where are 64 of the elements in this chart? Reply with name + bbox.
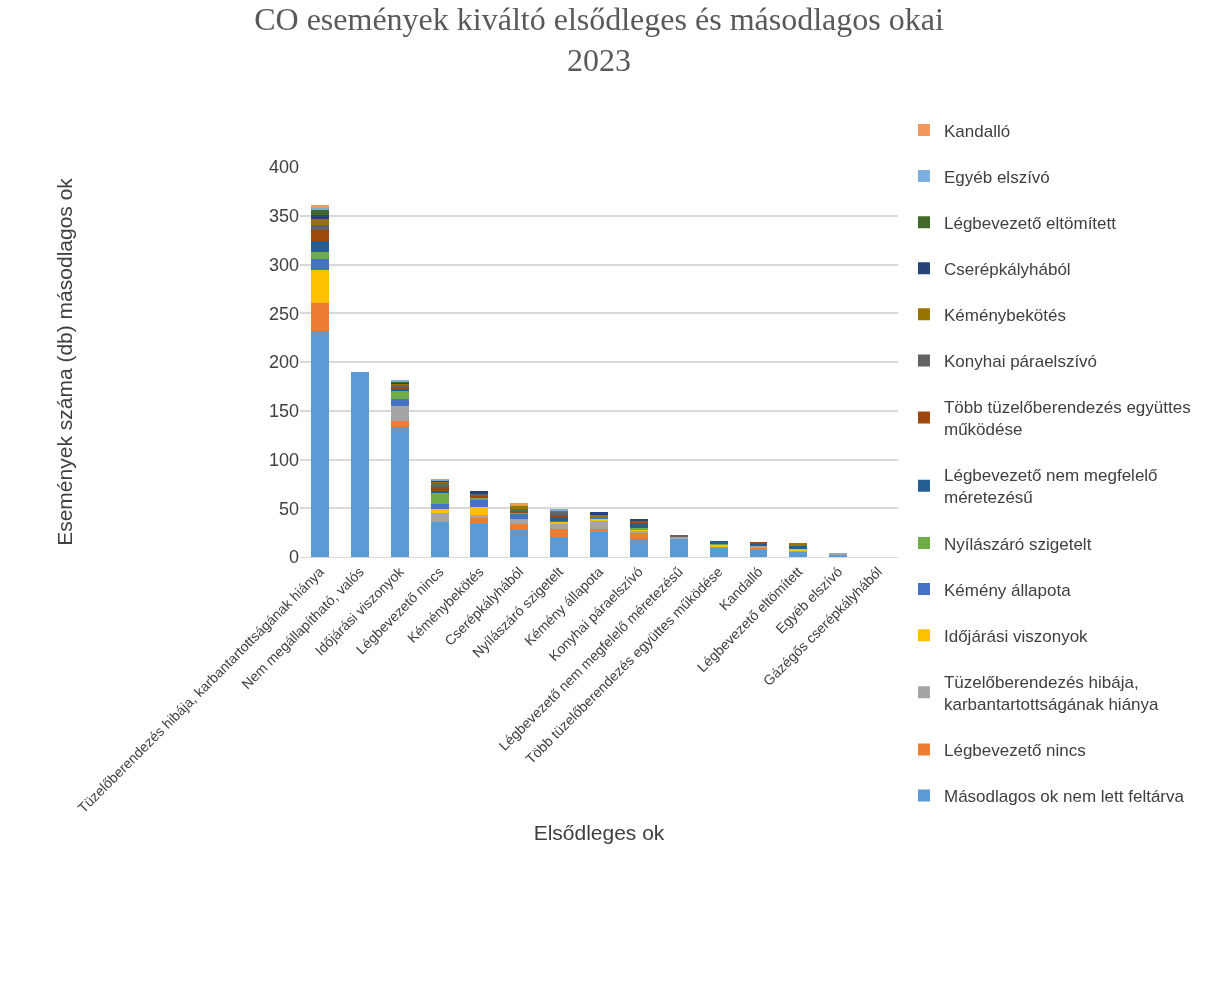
bar [470, 507, 489, 516]
legend-label: Több tüzelőberendezés együttes működése [943, 398, 1191, 440]
legend-label: Másodlagos ok nem lett feltárva [943, 787, 1185, 807]
bar [789, 543, 808, 546]
bar [590, 531, 608, 557]
bar [430, 486, 449, 491]
bar [310, 302, 329, 331]
bar [310, 270, 329, 303]
bar [550, 536, 569, 557]
bar [430, 513, 449, 522]
bar [669, 539, 688, 557]
bar [310, 258, 329, 271]
bar [430, 521, 449, 557]
bar [310, 209, 329, 215]
bar [629, 523, 648, 528]
bar [390, 399, 409, 406]
bar [470, 499, 489, 508]
chart-title: CO események kiváltó elsődleges és másodlagos okai 2023 [254, 0, 944, 79]
legend-label: Cserépkályhából [943, 259, 1071, 279]
bar [310, 218, 329, 225]
y-tick-label: 50 [278, 498, 299, 519]
bar [350, 371, 369, 557]
legend-label: Kandalló [943, 121, 1011, 141]
bar [390, 421, 409, 428]
bar [310, 330, 329, 557]
y-tick-label: 300 [268, 254, 299, 275]
bar [390, 390, 409, 400]
y-tick-label: 0 [288, 547, 299, 568]
y-tick-label: 400 [268, 157, 299, 178]
bar [510, 518, 529, 524]
x-axis-title: Elsődleges ok [533, 821, 665, 845]
bar [430, 509, 449, 514]
legend-label: Kéménybekötés [943, 305, 1066, 325]
y-tick-label: 150 [268, 401, 299, 422]
bar [550, 528, 569, 537]
y-axis-title: Események száma (db) másodlagos ok [53, 177, 77, 546]
bar [510, 529, 529, 557]
bar [550, 523, 569, 529]
bar [310, 214, 329, 219]
y-tick-label: 350 [268, 206, 299, 227]
bar [310, 251, 329, 259]
legend-label: Egyéb elszívó [943, 167, 1050, 187]
bar [430, 482, 449, 487]
bar [470, 515, 489, 518]
legend-label: Légbevezető eltömített [943, 213, 1117, 233]
legend-label: Konyhai páraelszívó [943, 352, 1098, 372]
bar [390, 405, 409, 422]
bar [390, 427, 409, 557]
bar [510, 523, 529, 530]
legend-label: Légbevezető nem megfelelő méretezésű [943, 466, 1158, 508]
legend-label: Nyílászáró szigetelt [943, 534, 1092, 554]
y-tick-label: 250 [268, 303, 299, 324]
bar [470, 523, 489, 557]
bar [629, 539, 648, 557]
bar [709, 547, 728, 557]
y-tick-label: 100 [268, 449, 299, 470]
bar [590, 520, 608, 529]
bar [470, 518, 489, 524]
y-tick-label: 200 [268, 352, 299, 373]
bar [590, 528, 608, 532]
bar [310, 241, 329, 252]
bar [310, 230, 329, 242]
bar [430, 504, 449, 510]
bar [430, 492, 449, 505]
